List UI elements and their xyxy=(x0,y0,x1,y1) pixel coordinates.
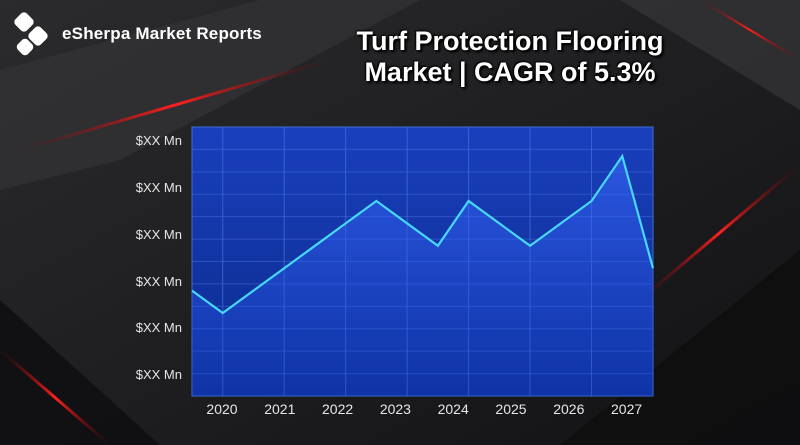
x-tick-label: 2023 xyxy=(380,401,411,417)
y-tick-label: $XX Mn xyxy=(136,180,182,195)
y-tick-label: $XX Mn xyxy=(136,227,182,242)
x-tick-label: 2021 xyxy=(264,401,295,417)
y-tick-label: $XX Mn xyxy=(136,133,182,148)
x-tick-label: 2026 xyxy=(553,401,584,417)
x-tick-label: 2022 xyxy=(322,401,353,417)
y-tick-label: $XX Mn xyxy=(136,367,182,382)
series-line xyxy=(191,153,655,315)
x-tick-label: 2020 xyxy=(206,401,237,417)
x-tick-label: 2025 xyxy=(495,401,526,417)
y-tick-label: $XX Mn xyxy=(136,320,182,335)
y-tick-label: $XX Mn xyxy=(136,274,182,289)
x-tick-label: 2027 xyxy=(611,401,642,417)
x-tick-label: 2024 xyxy=(438,401,469,417)
title-line-2: Market | CAGR of 5.3% xyxy=(364,57,656,87)
esherpa-logo-icon xyxy=(14,12,48,56)
brand-name: eSherpa Market Reports xyxy=(62,24,262,43)
brand: eSherpa Market Reports xyxy=(10,10,262,58)
series-area xyxy=(192,156,653,396)
title-line-1: Turf Protection Flooring xyxy=(356,26,664,56)
page-title: Turf Protection Flooring Market | CAGR o… xyxy=(320,26,700,88)
